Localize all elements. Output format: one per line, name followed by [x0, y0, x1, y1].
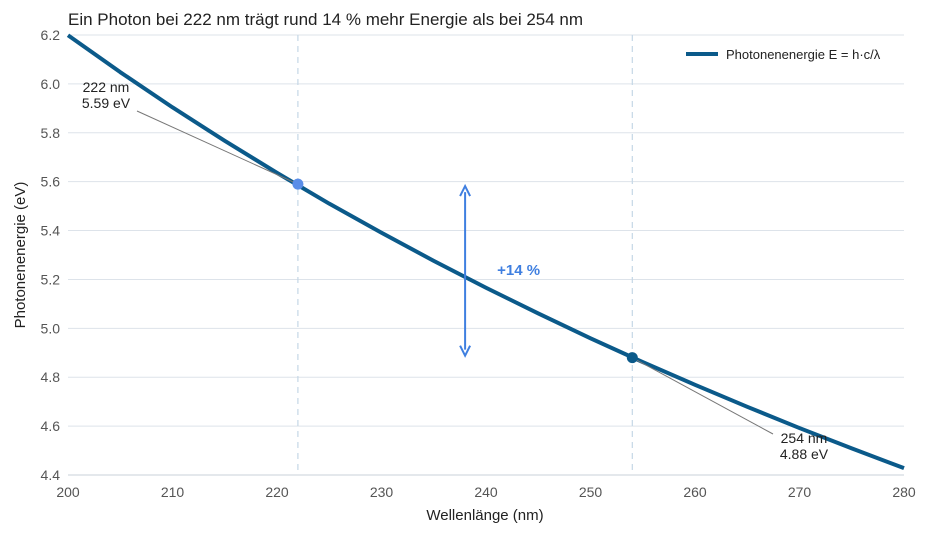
point-label-wavelength: 254 nm: [781, 430, 828, 446]
reference-lines: [297, 35, 633, 475]
annotations: +14 % 222 nm5.59 eV 254 nm4.88 eV: [82, 79, 829, 462]
point-label-energy: 4.88 eV: [780, 446, 829, 462]
series-layer: [66, 33, 905, 471]
point-label-wavelength: 222 nm: [83, 79, 130, 95]
y-axis-label: Photonenenergie (eV): [12, 182, 29, 329]
x-tick-label: 270: [788, 484, 812, 500]
annotation-leader: [136, 110, 299, 185]
y-axis: 4.4 4.6 4.8 5.0 5.2 5.4 5.6 5.8 6.0 6.2: [41, 27, 61, 483]
annotation-leader: [632, 357, 774, 435]
highlight-point: [626, 352, 638, 364]
y-tick-label: 5.2: [41, 271, 61, 287]
y-tick-label: 4.4: [41, 467, 61, 483]
y-tick-label: 6.0: [41, 76, 61, 92]
difference-label: +14 %: [497, 262, 540, 279]
series-line: [66, 33, 905, 471]
x-tick-label: 280: [892, 484, 916, 500]
x-tick-label: 210: [161, 484, 185, 500]
grid: [68, 34, 904, 476]
y-tick-label: 4.8: [41, 369, 61, 385]
x-tick-label: 200: [56, 484, 80, 500]
legend-label: Photonenenergie E = h·c/λ: [726, 47, 881, 62]
x-tick-label: 240: [474, 484, 498, 500]
chart-title: Ein Photon bei 222 nm trägt rund 14 % me…: [68, 10, 583, 29]
y-tick-label: 5.8: [41, 125, 61, 141]
y-tick-label: 4.6: [41, 418, 61, 434]
highlight-point: [292, 178, 304, 190]
y-tick-label: 5.4: [41, 223, 61, 239]
y-tick-label: 6.2: [41, 27, 61, 43]
x-tick-label: 220: [265, 484, 289, 500]
x-tick-label: 260: [683, 484, 707, 500]
y-tick-label: 5.0: [41, 320, 61, 336]
legend: Photonenenergie E = h·c/λ: [686, 47, 881, 62]
point-label-energy: 5.59 eV: [82, 95, 131, 111]
x-tick-label: 230: [370, 484, 394, 500]
x-axis: 200 210 220 230 240 250 260 270 280: [56, 474, 916, 500]
difference-arrow-head-down: [459, 345, 471, 358]
y-tick-label: 5.6: [41, 174, 61, 190]
x-tick-label: 250: [579, 484, 603, 500]
difference-arrow-head-up: [459, 183, 471, 197]
x-axis-label: Wellenlänge (nm): [426, 507, 543, 524]
